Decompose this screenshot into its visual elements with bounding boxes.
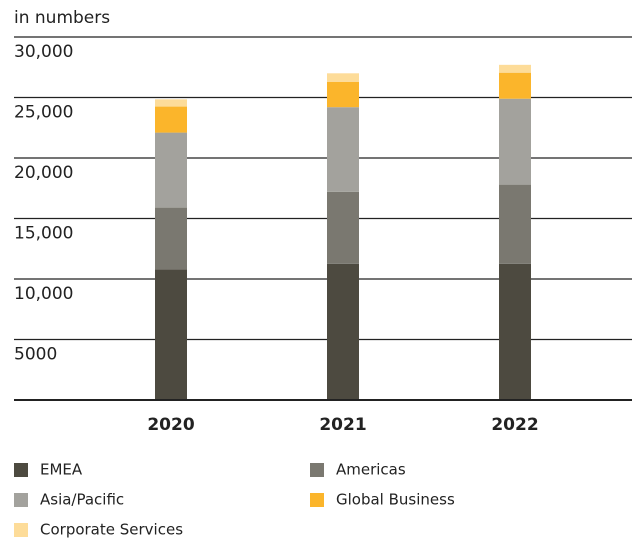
y-tick-label: 15,000 — [14, 224, 73, 244]
y-tick-label: 25,000 — [14, 103, 73, 123]
legend-swatch — [310, 493, 324, 507]
bar-segment — [155, 269, 187, 400]
legend-label: Corporate Services — [40, 521, 183, 539]
bar-segment — [499, 64, 531, 73]
y-axis-label: in numbers — [14, 8, 110, 28]
bar-segment — [499, 263, 531, 400]
y-tick-label: 10,000 — [14, 284, 73, 304]
y-tick-label: 5000 — [14, 345, 57, 365]
bar-segment — [155, 106, 187, 133]
bar-segment — [327, 107, 359, 192]
legend-label: Global Business — [336, 491, 455, 509]
bar-segment — [499, 184, 531, 264]
legend-swatch — [310, 463, 324, 477]
legend-swatch — [14, 463, 28, 477]
bar-segment — [155, 132, 187, 208]
legend-label: EMEA — [40, 461, 83, 479]
x-tick-label: 2022 — [491, 415, 538, 435]
y-tick-label: 20,000 — [14, 163, 73, 183]
bar-segment — [155, 207, 187, 270]
x-tick-label: 2020 — [147, 415, 194, 435]
legend-label: Americas — [336, 461, 406, 479]
legend-label: Asia/Pacific — [40, 491, 124, 509]
legend-swatch — [14, 523, 28, 537]
legend-swatch — [14, 493, 28, 507]
x-tick-label: 2021 — [319, 415, 366, 435]
bar-segment — [499, 72, 531, 99]
bar-segment — [327, 81, 359, 108]
y-tick-label: 30,000 — [14, 42, 73, 62]
bar-segment — [327, 263, 359, 400]
bar-segment — [155, 99, 187, 107]
bar-segment — [327, 73, 359, 82]
bar-segment — [499, 98, 531, 185]
bar-segment — [327, 191, 359, 264]
